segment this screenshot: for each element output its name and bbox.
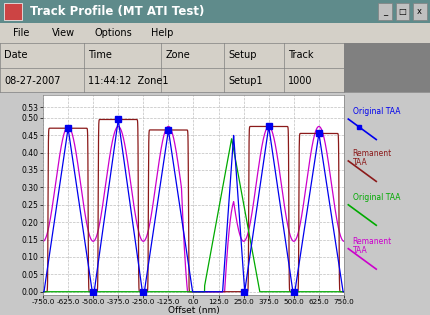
- Text: x: x: [417, 7, 422, 16]
- Text: 11:44:12  Zone1: 11:44:12 Zone1: [88, 76, 169, 86]
- Text: Original TAA: Original TAA: [353, 193, 400, 202]
- Text: TAA: TAA: [18, 79, 34, 88]
- Text: Date: Date: [4, 50, 28, 60]
- X-axis label: Offset (nm): Offset (nm): [168, 306, 219, 315]
- Text: Remanent: Remanent: [353, 237, 392, 245]
- Text: Setup: Setup: [228, 50, 256, 60]
- Text: TAA: TAA: [353, 246, 367, 255]
- Text: Remanent: Remanent: [353, 149, 392, 158]
- Text: 1000: 1000: [288, 76, 313, 86]
- Text: Track: Track: [288, 50, 313, 60]
- Text: Options: Options: [95, 28, 132, 38]
- Text: Original TAA: Original TAA: [353, 107, 400, 116]
- Text: TAA: TAA: [353, 158, 367, 167]
- Text: View: View: [52, 28, 75, 38]
- Text: Track Profile (MT ATI Test): Track Profile (MT ATI Test): [30, 5, 205, 18]
- Text: _: _: [383, 7, 387, 16]
- Text: Setup1: Setup1: [228, 76, 263, 86]
- Text: Help: Help: [150, 28, 173, 38]
- Text: Zone: Zone: [166, 50, 190, 60]
- Text: □: □: [399, 7, 406, 16]
- Text: Time: Time: [88, 50, 112, 60]
- Text: File: File: [13, 28, 29, 38]
- Text: 08-27-2007: 08-27-2007: [4, 76, 61, 86]
